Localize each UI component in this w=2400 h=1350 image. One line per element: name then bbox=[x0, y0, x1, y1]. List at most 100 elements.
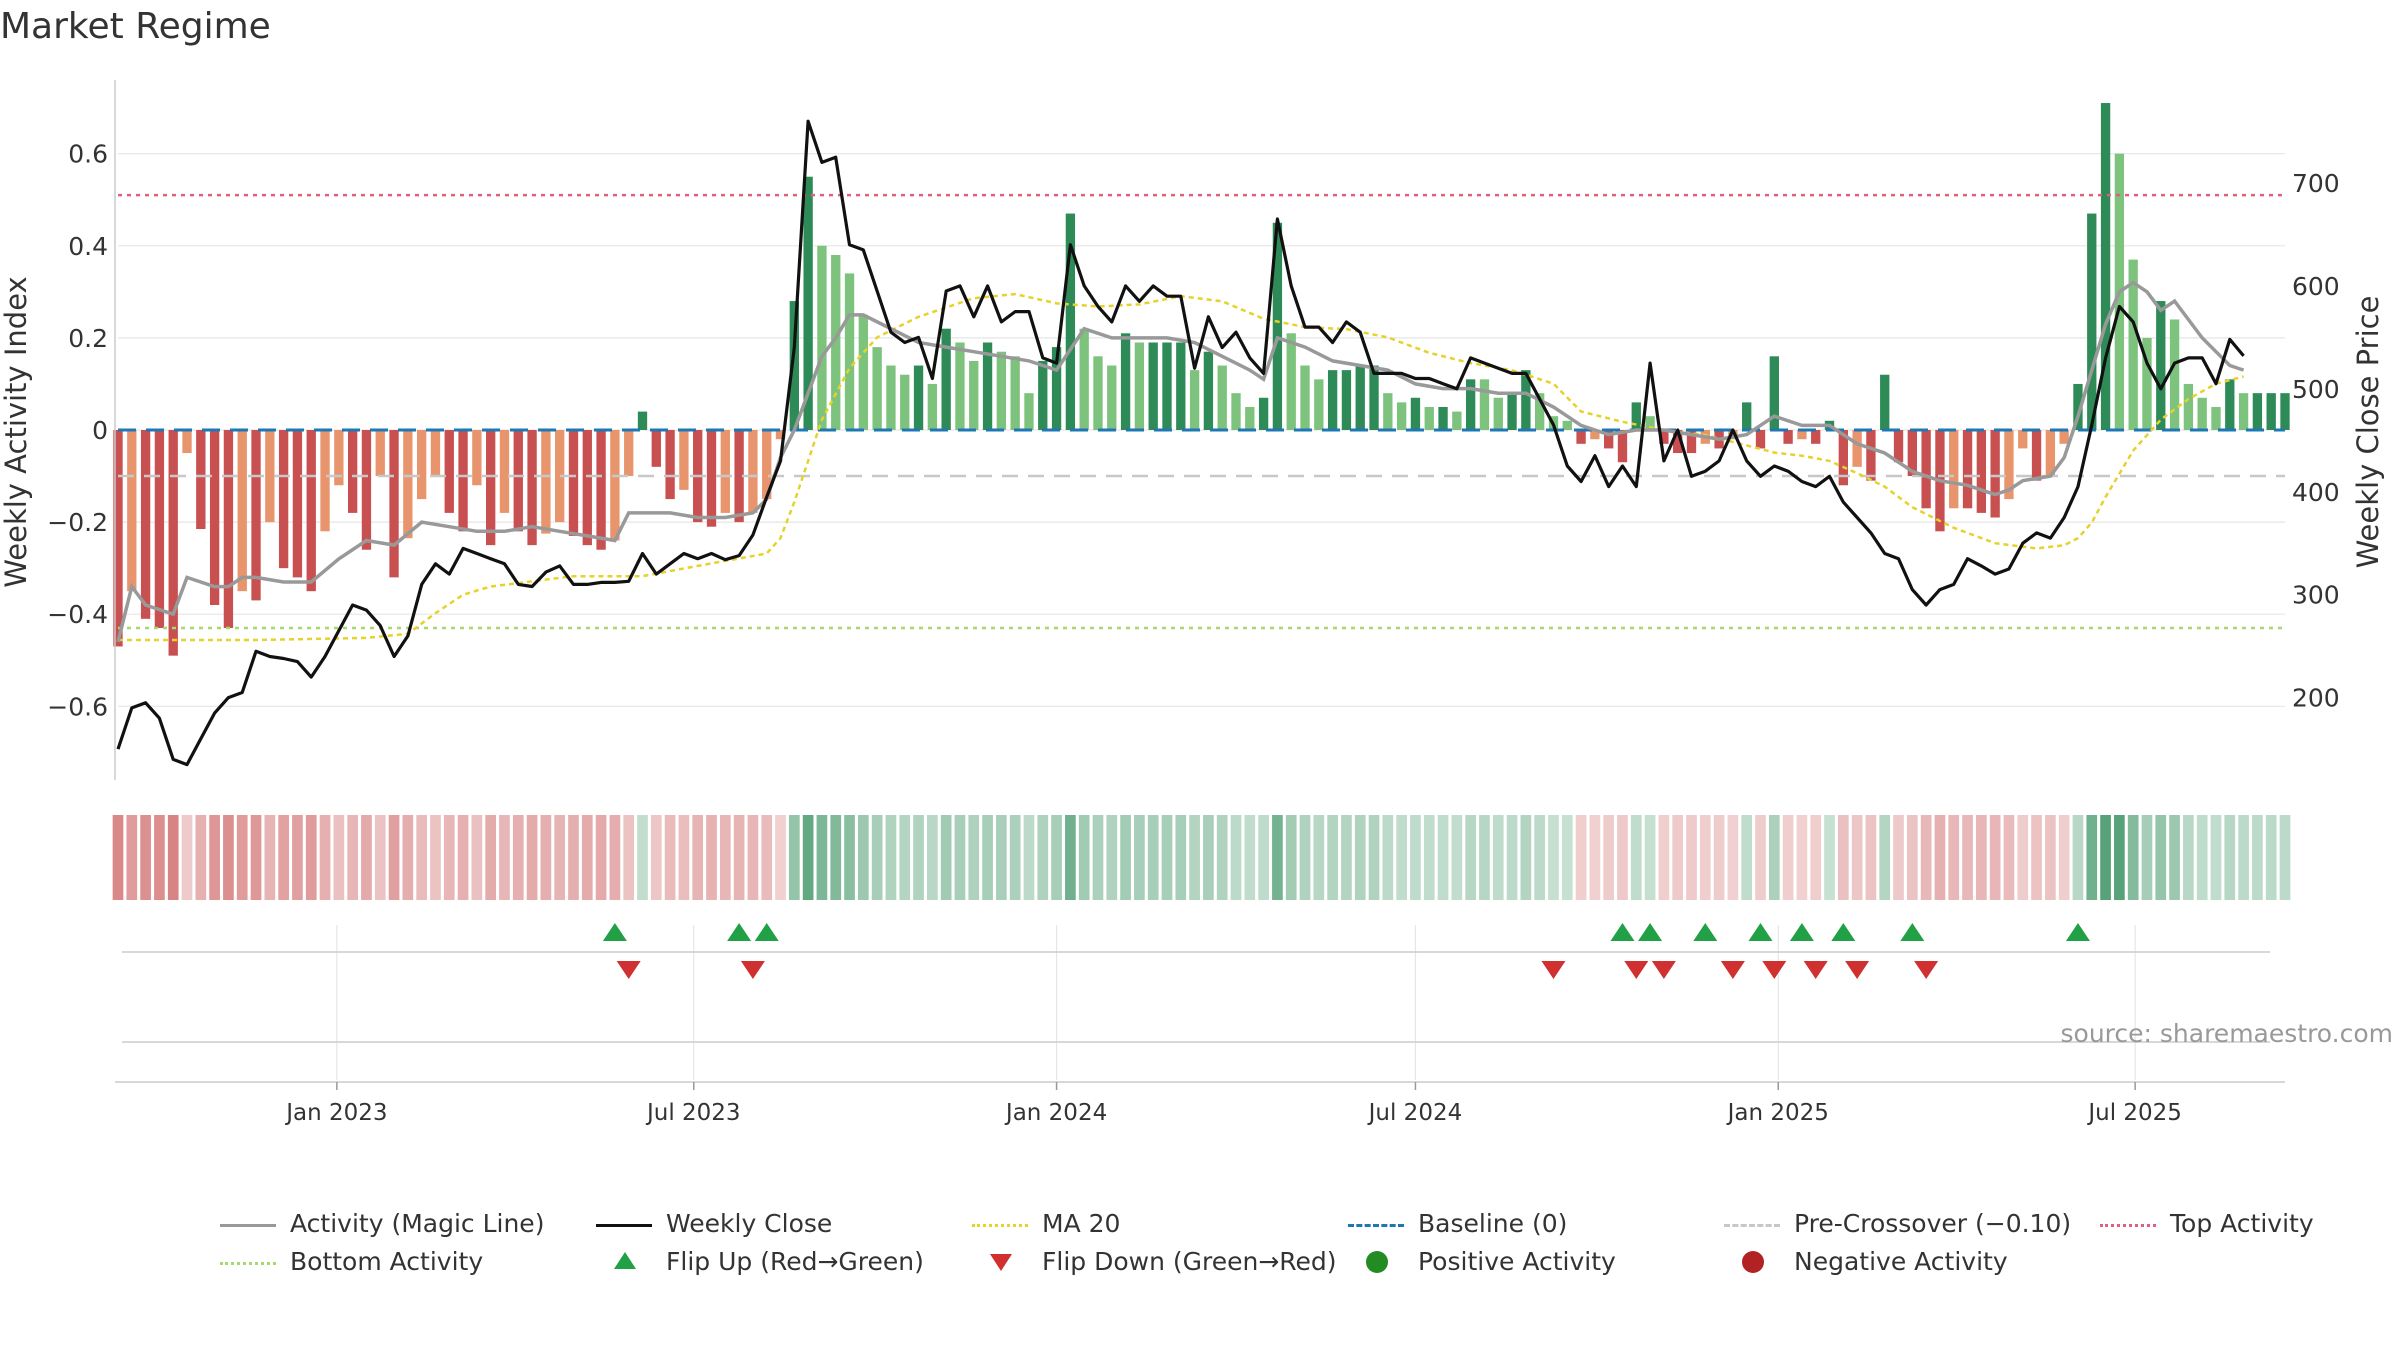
grid-lines bbox=[118, 153, 2285, 1080]
activity-bar bbox=[541, 430, 551, 534]
regime-strip-cell bbox=[733, 815, 745, 900]
flip-markers bbox=[602, 923, 2090, 979]
regime-strip-cell bbox=[2086, 815, 2098, 900]
regime-strip-cell bbox=[692, 815, 704, 900]
regime-strip-cell bbox=[319, 815, 331, 900]
regime-strip-cell bbox=[830, 815, 842, 900]
activity-bar bbox=[1286, 333, 1296, 430]
regime-strip-cell bbox=[1644, 815, 1656, 900]
regime-strip-cell bbox=[181, 815, 193, 900]
activity-bar bbox=[803, 176, 813, 430]
regime-strip-cell bbox=[347, 815, 358, 900]
regime-strip-cell bbox=[1161, 815, 1173, 900]
regime-strip-cell bbox=[2031, 815, 2042, 900]
regime-strip-cell bbox=[1410, 815, 1421, 900]
activity-bar bbox=[831, 255, 841, 430]
regime-strip-cell bbox=[554, 815, 566, 900]
activity-bar bbox=[1383, 393, 1393, 430]
regime-strip-cell bbox=[250, 815, 262, 900]
regime-strip-cell bbox=[1934, 815, 1946, 900]
activity-bar bbox=[1590, 430, 1600, 440]
activity-bar bbox=[1659, 430, 1669, 444]
y2-axis-label: Weekly Close Price bbox=[2351, 296, 2385, 569]
flip-down-marker bbox=[1651, 961, 1676, 979]
regime-strip-cell bbox=[1009, 815, 1021, 900]
regime-strip-cell bbox=[292, 815, 303, 900]
reference-lines bbox=[118, 193, 2285, 630]
activity-bar bbox=[2031, 430, 2042, 481]
x-tick-label: Jul 2023 bbox=[645, 1100, 741, 1126]
activity-bar bbox=[1673, 430, 1683, 454]
regime-strip-cell bbox=[871, 815, 883, 900]
regime-strip-cell bbox=[1106, 815, 1118, 900]
activity-bar bbox=[472, 430, 482, 486]
y-tick-label: −0.2 bbox=[47, 508, 108, 537]
regime-strip-cell bbox=[2045, 815, 2056, 900]
legend-swatch-flip-down bbox=[990, 1254, 1012, 1271]
regime-strip-cell bbox=[1589, 815, 1601, 900]
regime-strip-cell bbox=[2238, 815, 2249, 900]
activity-bar bbox=[1355, 365, 1365, 430]
regime-strip-cell bbox=[1893, 815, 1904, 900]
activity-bar bbox=[775, 430, 786, 440]
activity-bar bbox=[1783, 430, 1793, 444]
flip-down-marker bbox=[740, 961, 765, 979]
regime-strip-cell bbox=[650, 815, 662, 900]
activity-bar bbox=[389, 430, 399, 578]
regime-strip-cell bbox=[1120, 815, 1131, 900]
regime-strip-cell bbox=[1065, 815, 1076, 900]
regime-strip-cell bbox=[1713, 815, 1725, 900]
activity-bar bbox=[2280, 393, 2290, 430]
activity-bar bbox=[1465, 379, 1476, 430]
regime-strip-cell bbox=[1755, 815, 1766, 900]
regime-strip-cell bbox=[2224, 815, 2236, 900]
activity-bar bbox=[1369, 365, 1379, 430]
activity-bar bbox=[1742, 402, 1752, 430]
regime-strip-cell bbox=[305, 815, 317, 900]
activity-bar bbox=[969, 360, 979, 430]
activity-bars bbox=[113, 103, 2290, 656]
regime-strip-cell bbox=[1230, 815, 1242, 900]
regime-strip-cell bbox=[1575, 815, 1587, 900]
activity-bar bbox=[1396, 402, 1407, 430]
ma20-line bbox=[118, 292, 2244, 642]
regime-strip-cell bbox=[1506, 815, 1518, 900]
regime-strip-cell bbox=[1879, 815, 1891, 900]
y-tick-label: 0.4 bbox=[68, 232, 108, 261]
activity-bar bbox=[720, 430, 730, 513]
activity-bar bbox=[996, 351, 1007, 430]
activity-bar bbox=[1217, 365, 1227, 430]
activity-bar bbox=[527, 430, 537, 546]
regime-strip-cell bbox=[1865, 815, 1877, 900]
activity-bar bbox=[1976, 430, 1987, 513]
flip-up-marker bbox=[1831, 923, 1856, 941]
activity-bar bbox=[113, 430, 123, 647]
regime-strip-cell bbox=[1175, 815, 1187, 900]
activity-bar bbox=[1272, 222, 1283, 430]
activity-bar bbox=[513, 430, 523, 532]
activity-bar bbox=[1811, 430, 1821, 444]
regime-strip-cell bbox=[1134, 815, 1145, 900]
regime-strip-cell bbox=[609, 815, 621, 900]
activity-bar bbox=[1162, 342, 1172, 430]
legend-swatch-flip-up bbox=[614, 1252, 636, 1269]
regime-strip-cell bbox=[1492, 815, 1504, 900]
chart-legend: Activity (Magic Line) Weekly Close MA 20… bbox=[220, 1208, 2360, 1288]
legend-label-weekly-close: Weekly Close bbox=[666, 1209, 833, 1238]
legend-label-top-activity: Top Activity bbox=[2170, 1209, 2314, 1238]
regime-strip-cell bbox=[2155, 815, 2167, 900]
regime-strip-cell bbox=[885, 815, 897, 900]
activity-bar bbox=[1962, 430, 1973, 509]
activity-bar bbox=[624, 430, 634, 477]
regime-strip-cell bbox=[416, 815, 428, 900]
regime-strip-cell bbox=[2017, 815, 2029, 900]
regime-strip-cell bbox=[940, 815, 952, 900]
activity-bar bbox=[209, 430, 220, 605]
y-tick-label: 0 bbox=[92, 416, 108, 445]
regime-strip-cell bbox=[1699, 815, 1711, 900]
regime-strip-cell bbox=[927, 815, 938, 900]
flip-up-marker bbox=[1610, 923, 1635, 941]
legend-swatch-pre-crossover bbox=[1724, 1224, 1780, 1227]
activity-bar bbox=[2197, 397, 2207, 430]
activity-bar bbox=[1327, 370, 1338, 430]
